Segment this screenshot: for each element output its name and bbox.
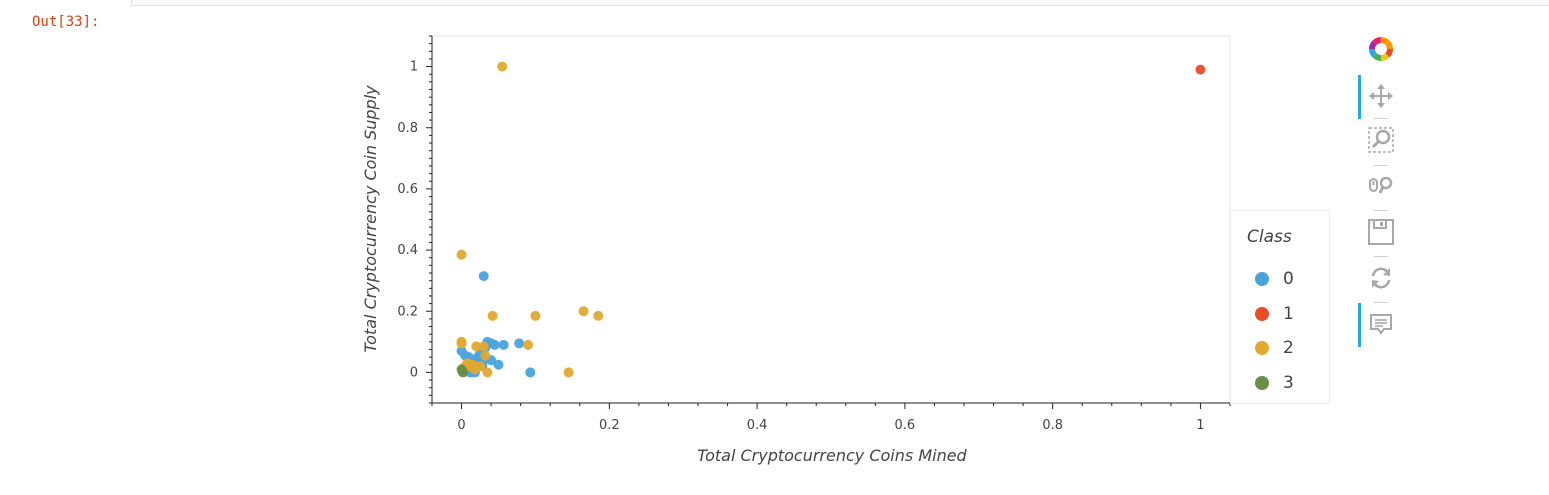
- data-point-class-0: [493, 359, 504, 370]
- plot-toolbar: [1358, 30, 1402, 360]
- data-point-class-3: [458, 367, 469, 378]
- legend-swatch-1: [1255, 307, 1269, 321]
- data-point-class-2: [497, 61, 508, 72]
- data-point-class-2: [563, 367, 574, 378]
- y-tick-label: 0.4: [397, 243, 418, 258]
- y-tick-label: 0.6: [397, 182, 418, 197]
- legend-label: 1: [1283, 304, 1294, 324]
- data-point-class-2: [487, 310, 498, 321]
- y-tick-label: 0.8: [397, 121, 418, 136]
- legend-item-3[interactable]: 3: [1255, 373, 1294, 393]
- data-point-class-2: [593, 310, 604, 321]
- data-point-class-0: [525, 367, 536, 378]
- y-tick-label: 0: [410, 365, 418, 380]
- toolbar-divider: [1374, 302, 1388, 303]
- x-axis: 0 0.2 0.4 0.6 0.8 1: [431, 402, 1231, 433]
- save-icon[interactable]: [1364, 215, 1398, 249]
- y-tick-label: 0.2: [397, 304, 418, 319]
- legend-item-2[interactable]: 2: [1255, 338, 1294, 358]
- plot-frame: [431, 35, 1231, 404]
- wheel-zoom-icon[interactable]: [1364, 169, 1398, 203]
- data-point-class-1: [1195, 64, 1206, 75]
- box-zoom-icon[interactable]: [1364, 123, 1398, 157]
- legend: Class 0 1 2 3: [1230, 210, 1330, 404]
- bokeh-logo-icon[interactable]: [1364, 32, 1398, 66]
- y-axis-title: Total Cryptocurrency Coin Supply: [361, 85, 380, 353]
- legend-item-1[interactable]: 1: [1255, 304, 1294, 324]
- data-point-class-2: [578, 306, 589, 317]
- data-point-class-2: [471, 341, 482, 352]
- data-point-class-2: [456, 338, 467, 349]
- data-point-class-2: [482, 367, 493, 378]
- toolbar-divider: [1374, 256, 1388, 257]
- data-point-class-2: [480, 350, 491, 361]
- reset-icon[interactable]: [1364, 261, 1398, 295]
- previous-cell-border: [131, 0, 1549, 6]
- legend-title: Class: [1247, 227, 1292, 247]
- legend-label: 3: [1283, 373, 1294, 393]
- x-tick-label: 0: [457, 418, 465, 433]
- x-tick-label: 0.6: [895, 418, 916, 433]
- data-point-class-0: [514, 338, 525, 349]
- output-prompt: Out[33]:: [32, 14, 100, 30]
- x-tick-label: 0.2: [599, 418, 620, 433]
- legend-swatch-2: [1255, 341, 1269, 355]
- data-points: [456, 61, 1206, 378]
- toolbar-divider: [1374, 210, 1388, 211]
- legend-label: 2: [1283, 338, 1294, 358]
- x-tick-label: 1: [1196, 418, 1204, 433]
- hover-icon[interactable]: [1358, 303, 1398, 347]
- data-point-class-0: [489, 339, 500, 350]
- pan-icon[interactable]: [1358, 75, 1398, 119]
- legend-item-0[interactable]: 0: [1255, 269, 1294, 289]
- data-point-class-0: [478, 271, 489, 282]
- data-point-class-0: [498, 339, 509, 350]
- legend-label: 0: [1283, 269, 1294, 289]
- data-point-class-2: [478, 341, 489, 352]
- x-axis-title: Total Cryptocurrency Coins Mined: [697, 446, 967, 465]
- toolbar-divider: [1374, 165, 1388, 166]
- y-tick-label: 1: [410, 60, 418, 75]
- legend-swatch-3: [1255, 376, 1269, 390]
- data-point-class-2: [456, 249, 467, 260]
- x-tick-label: 0.4: [747, 418, 768, 433]
- y-axis: 0 0.2 0.4 0.6 0.8 1: [397, 35, 433, 404]
- data-point-class-2: [530, 310, 541, 321]
- toolbar-divider: [1374, 118, 1388, 119]
- x-tick-label: 0.8: [1042, 418, 1063, 433]
- data-point-class-2: [523, 339, 534, 350]
- legend-swatch-0: [1255, 272, 1269, 286]
